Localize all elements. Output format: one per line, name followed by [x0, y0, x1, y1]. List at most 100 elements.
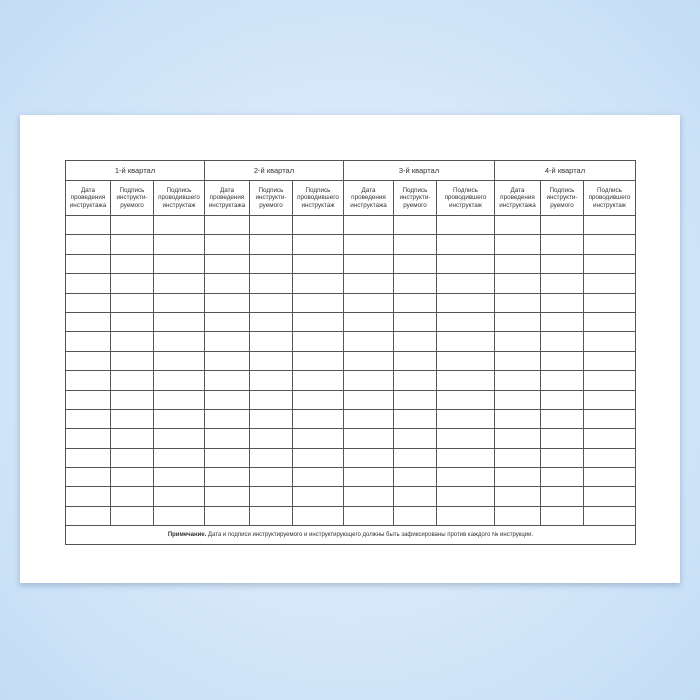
- entry-cell[interactable]: [393, 467, 437, 488]
- entry-cell[interactable]: [65, 467, 111, 488]
- entry-cell[interactable]: [204, 447, 250, 469]
- entry-cell[interactable]: [436, 273, 495, 294]
- entry-cell[interactable]: [65, 505, 111, 527]
- entry-cell[interactable]: [65, 253, 111, 275]
- entry-cell[interactable]: [110, 447, 154, 469]
- entry-cell[interactable]: [393, 389, 437, 410]
- entry-cell[interactable]: [540, 292, 584, 313]
- entry-cell[interactable]: [540, 428, 584, 449]
- entry-cell[interactable]: [583, 214, 636, 236]
- entry-cell[interactable]: [204, 370, 250, 391]
- entry-cell[interactable]: [494, 331, 541, 352]
- entry-cell[interactable]: [583, 428, 636, 449]
- entry-cell[interactable]: [153, 331, 205, 352]
- entry-cell[interactable]: [249, 467, 293, 488]
- entry-cell[interactable]: [343, 467, 394, 488]
- entry-cell[interactable]: [65, 447, 111, 469]
- entry-cell[interactable]: [204, 408, 250, 430]
- entry-cell[interactable]: [393, 447, 437, 469]
- entry-cell[interactable]: [249, 311, 293, 333]
- entry-cell[interactable]: [110, 214, 154, 236]
- entry-cell[interactable]: [249, 234, 293, 255]
- entry-cell[interactable]: [292, 234, 344, 255]
- entry-cell[interactable]: [204, 350, 250, 372]
- entry-cell[interactable]: [583, 273, 636, 294]
- entry-cell[interactable]: [153, 273, 205, 294]
- entry-cell[interactable]: [494, 486, 541, 507]
- entry-cell[interactable]: [583, 467, 636, 488]
- entry-cell[interactable]: [436, 447, 495, 469]
- entry-cell[interactable]: [65, 408, 111, 430]
- entry-cell[interactable]: [393, 486, 437, 507]
- entry-cell[interactable]: [583, 505, 636, 527]
- entry-cell[interactable]: [494, 253, 541, 275]
- entry-cell[interactable]: [110, 428, 154, 449]
- entry-cell[interactable]: [494, 447, 541, 469]
- entry-cell[interactable]: [393, 428, 437, 449]
- entry-cell[interactable]: [292, 408, 344, 430]
- entry-cell[interactable]: [153, 253, 205, 275]
- entry-cell[interactable]: [153, 214, 205, 236]
- entry-cell[interactable]: [494, 214, 541, 236]
- entry-cell[interactable]: [343, 486, 394, 507]
- entry-cell[interactable]: [343, 505, 394, 527]
- entry-cell[interactable]: [393, 214, 437, 236]
- entry-cell[interactable]: [436, 311, 495, 333]
- entry-cell[interactable]: [292, 292, 344, 313]
- entry-cell[interactable]: [249, 428, 293, 449]
- entry-cell[interactable]: [540, 350, 584, 372]
- entry-cell[interactable]: [540, 273, 584, 294]
- entry-cell[interactable]: [540, 234, 584, 255]
- entry-cell[interactable]: [494, 370, 541, 391]
- entry-cell[interactable]: [436, 505, 495, 527]
- entry-cell[interactable]: [292, 447, 344, 469]
- entry-cell[interactable]: [153, 467, 205, 488]
- entry-cell[interactable]: [110, 292, 154, 313]
- entry-cell[interactable]: [343, 253, 394, 275]
- entry-cell[interactable]: [110, 505, 154, 527]
- entry-cell[interactable]: [343, 408, 394, 430]
- entry-cell[interactable]: [583, 370, 636, 391]
- entry-cell[interactable]: [249, 408, 293, 430]
- entry-cell[interactable]: [393, 273, 437, 294]
- entry-cell[interactable]: [436, 389, 495, 410]
- entry-cell[interactable]: [540, 253, 584, 275]
- entry-cell[interactable]: [343, 350, 394, 372]
- entry-cell[interactable]: [343, 214, 394, 236]
- entry-cell[interactable]: [249, 389, 293, 410]
- entry-cell[interactable]: [343, 370, 394, 391]
- entry-cell[interactable]: [540, 370, 584, 391]
- entry-cell[interactable]: [540, 505, 584, 527]
- entry-cell[interactable]: [110, 234, 154, 255]
- entry-cell[interactable]: [153, 408, 205, 430]
- entry-cell[interactable]: [110, 486, 154, 507]
- entry-cell[interactable]: [292, 467, 344, 488]
- entry-cell[interactable]: [343, 234, 394, 255]
- entry-cell[interactable]: [393, 234, 437, 255]
- entry-cell[interactable]: [494, 389, 541, 410]
- entry-cell[interactable]: [494, 273, 541, 294]
- entry-cell[interactable]: [436, 234, 495, 255]
- entry-cell[interactable]: [540, 408, 584, 430]
- entry-cell[interactable]: [393, 408, 437, 430]
- entry-cell[interactable]: [343, 292, 394, 313]
- entry-cell[interactable]: [204, 214, 250, 236]
- entry-cell[interactable]: [393, 331, 437, 352]
- entry-cell[interactable]: [292, 311, 344, 333]
- entry-cell[interactable]: [393, 370, 437, 391]
- entry-cell[interactable]: [436, 486, 495, 507]
- entry-cell[interactable]: [65, 292, 111, 313]
- entry-cell[interactable]: [204, 273, 250, 294]
- entry-cell[interactable]: [583, 234, 636, 255]
- entry-cell[interactable]: [292, 389, 344, 410]
- entry-cell[interactable]: [393, 253, 437, 275]
- entry-cell[interactable]: [65, 331, 111, 352]
- entry-cell[interactable]: [540, 486, 584, 507]
- entry-cell[interactable]: [65, 350, 111, 372]
- entry-cell[interactable]: [249, 331, 293, 352]
- entry-cell[interactable]: [65, 311, 111, 333]
- entry-cell[interactable]: [540, 447, 584, 469]
- entry-cell[interactable]: [249, 292, 293, 313]
- entry-cell[interactable]: [436, 408, 495, 430]
- entry-cell[interactable]: [436, 292, 495, 313]
